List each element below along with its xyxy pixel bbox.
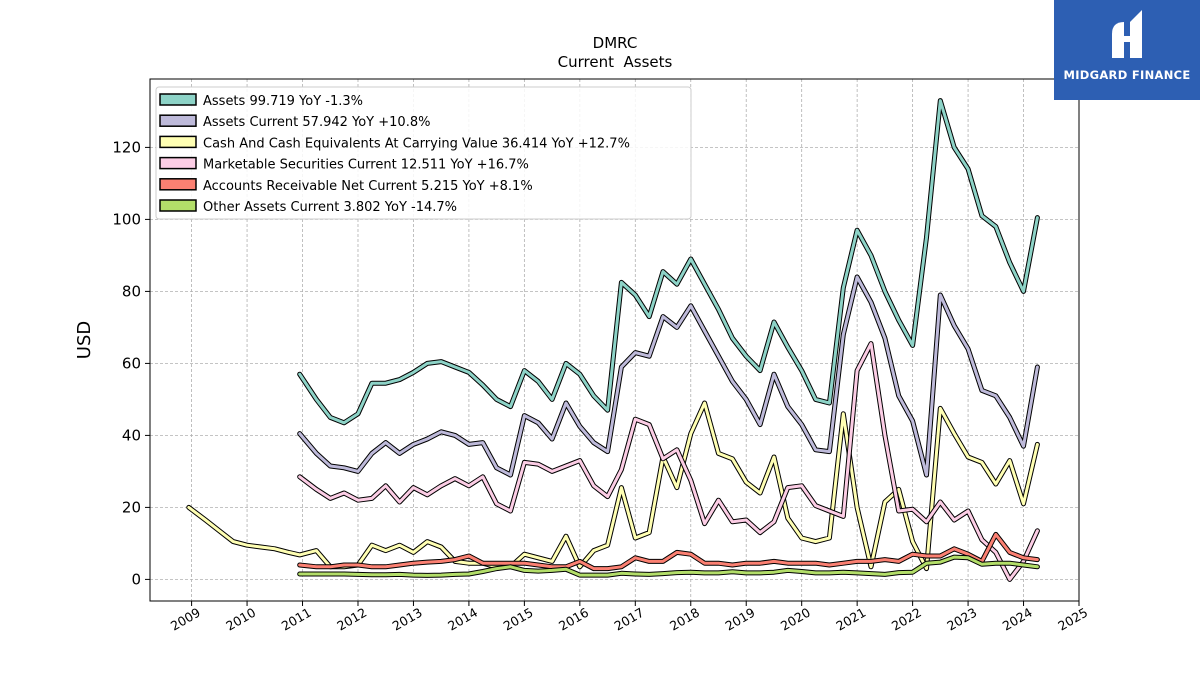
x-axis: 2009 2010 2011 2012 2013 2014 2015 2016 2017 2018…: [168, 601, 1090, 634]
x-tick-label: 2015: [501, 605, 536, 634]
legend-swatch: [159, 135, 197, 149]
x-tick-label: 2023: [944, 605, 979, 634]
legend-swatch: [159, 114, 197, 127]
y-tick-label: 20: [122, 498, 141, 516]
x-tick-label: 2020: [778, 605, 813, 634]
x-tick-label: 2013: [390, 605, 425, 634]
x-tick-label: 2021: [833, 605, 868, 634]
x-tick-label: 2016: [556, 605, 591, 634]
series-line-accounts-receivable-net-current: [298, 532, 1039, 571]
legend-label: Assets 99.719 YoY -1.3%: [203, 94, 363, 109]
x-tick-label: 2010: [223, 605, 258, 634]
series-line-assets: [298, 99, 1039, 425]
legend-swatch: [159, 93, 197, 106]
legend-swatch: [159, 199, 197, 212]
legend-box: [155, 86, 692, 220]
y-tick-label: 40: [122, 426, 141, 444]
legend-label: Marketable Securities Current 12.511 YoY…: [203, 158, 529, 173]
legend-label: Cash And Cash Equivalents At Carrying Va…: [203, 136, 630, 151]
brand-name: MIDGARD FINANCE: [1063, 68, 1191, 82]
legend: Assets 99.719 YoY -1.3% Assets Current 57…: [155, 86, 692, 220]
x-tick-label: 2024: [1000, 605, 1035, 634]
x-tick-label: 2019: [722, 605, 757, 634]
brand-mark-icon: [1112, 10, 1142, 58]
x-tick-label: 2012: [334, 605, 369, 634]
series-lines: [186, 98, 1040, 582]
y-tick-label: 60: [122, 354, 141, 372]
x-tick-label: 2022: [889, 605, 924, 634]
y-axis: 0 20 40 60 80 100 120: [112, 138, 150, 588]
x-tick-label: 2011: [279, 605, 314, 634]
legend-label: Other Assets Current 3.802 YoY -14.7%: [203, 200, 457, 215]
series-line-other-assets-current: [298, 555, 1039, 577]
y-tick-label: 120: [112, 138, 141, 156]
x-tick-label: 2018: [667, 605, 702, 634]
chart-title: DMRC: [593, 34, 638, 52]
series-line-marketable-securities-current: [298, 342, 1039, 581]
x-tick-label: 2014: [445, 605, 480, 634]
y-axis-label: USD: [74, 321, 95, 359]
x-tick-label: 2009: [168, 605, 203, 634]
x-tick-label: 2025: [1055, 605, 1090, 634]
y-tick-label: 0: [131, 570, 141, 588]
y-tick-label: 80: [122, 282, 141, 300]
plot-frame: [149, 78, 1080, 602]
x-tick-label: 2017: [612, 605, 647, 634]
legend-label: Accounts Receivable Net Current 5.215 Yo…: [203, 179, 533, 194]
legend-label: Assets Current 57.942 YoY +10.8%: [203, 115, 430, 130]
series-line-assets-current: [298, 275, 1039, 477]
legend-swatch: [159, 178, 197, 191]
brand-logo: MIDGARD FINANCE: [1054, 0, 1200, 100]
chart-subtitle: Current Assets: [558, 53, 673, 71]
legend-swatch: [159, 156, 197, 170]
y-tick-label: 100: [112, 210, 141, 228]
